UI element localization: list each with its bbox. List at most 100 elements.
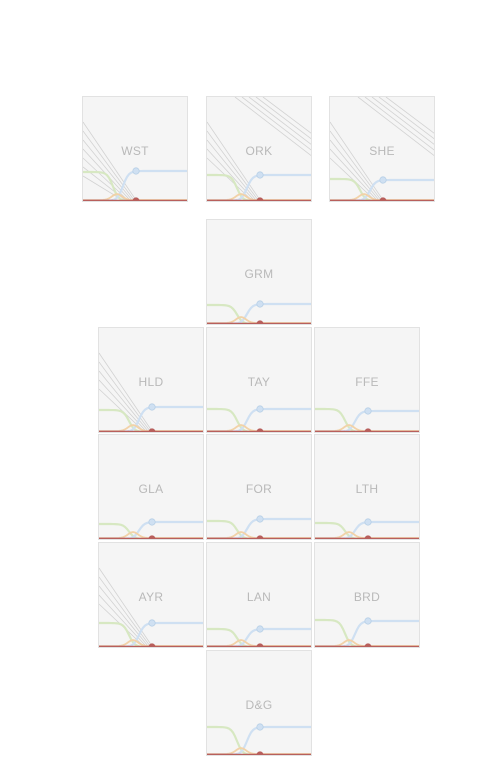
blue-marker: [364, 617, 372, 625]
hatch-line: [83, 139, 134, 201]
series-green-line: [99, 621, 203, 647]
tile-for[interactable]: FOR: [206, 434, 312, 540]
tile-label: GLA: [138, 482, 164, 496]
hatch-line: [99, 361, 152, 432]
tile-label: LAN: [246, 590, 272, 604]
red-marker: [148, 535, 156, 539]
hatch-line: [99, 585, 150, 647]
tile-chart: [207, 405, 311, 432]
hatch-line: [83, 130, 136, 201]
red-marker: [256, 535, 264, 539]
tile-ork[interactable]: ORK: [206, 96, 312, 202]
red-marker: [256, 428, 264, 432]
tile-grm[interactable]: GRM: [206, 219, 312, 325]
blue-marker: [148, 403, 156, 411]
hatch-lines: [83, 121, 138, 201]
hatch-line: [248, 97, 311, 145]
tile-label: SHE: [369, 144, 395, 158]
blue-marker: [379, 176, 387, 184]
red-marker: [256, 751, 264, 755]
tile-wst[interactable]: WST: [82, 96, 188, 202]
tile-lan[interactable]: LAN: [206, 542, 312, 648]
hatch-line: [99, 379, 148, 432]
series-green-line: [207, 173, 311, 201]
tile-chart: [207, 97, 311, 201]
hatch-line: [207, 121, 262, 201]
hatch-line: [83, 157, 130, 201]
blue-marker: [256, 515, 264, 523]
tile-chart: [99, 352, 203, 432]
tile-label: LTH: [355, 482, 379, 496]
hatch-line: [241, 97, 311, 151]
tile-chart: [207, 300, 311, 324]
tile-label: TAY: [247, 375, 271, 389]
hatch-line: [357, 97, 434, 156]
hatch-line: [99, 370, 150, 432]
tile-label: D&G: [245, 698, 273, 712]
tile-lth[interactable]: LTH: [314, 434, 420, 540]
hatch-line: [83, 121, 138, 201]
hatch-lines: [99, 352, 154, 432]
red-marker: [256, 643, 264, 647]
blue-marker: [148, 518, 156, 526]
series-green-line: [207, 725, 311, 755]
series-blue-line: [315, 619, 419, 647]
blue-marker: [364, 518, 372, 526]
tile-label: WST: [121, 144, 149, 158]
tile-chart: [99, 518, 203, 539]
tile-label: BRD: [353, 590, 381, 604]
hatch-line: [330, 148, 379, 201]
red-marker: [132, 197, 140, 201]
red-marker: [256, 197, 264, 201]
hatch-line: [330, 139, 381, 201]
tile-she[interactable]: SHE: [329, 96, 435, 202]
series-green-line: [83, 170, 187, 201]
tile-tay[interactable]: TAY: [206, 327, 312, 433]
hatch-line: [207, 148, 256, 201]
hatch-line: [99, 576, 152, 647]
blue-marker: [364, 407, 372, 415]
red-marker: [364, 535, 372, 539]
hatch-line: [255, 97, 311, 140]
series-blue-line: [99, 621, 203, 647]
hatch-line: [207, 139, 258, 201]
red-marker: [364, 643, 372, 647]
tile-label: FFE: [355, 375, 379, 389]
red-marker: [379, 197, 387, 201]
tile-ffe[interactable]: FFE: [314, 327, 420, 433]
hatch-lines: [207, 97, 311, 201]
blue-marker: [148, 619, 156, 627]
tile-label: AYR: [138, 590, 164, 604]
tile-hld[interactable]: HLD: [98, 327, 204, 433]
tile-brd[interactable]: BRD: [314, 542, 420, 648]
tile-ayr[interactable]: AYR: [98, 542, 204, 648]
tile-dandg[interactable]: D&G: [206, 650, 312, 756]
tile-label: HLD: [138, 375, 164, 389]
tile-chart: [83, 121, 187, 201]
hatch-line: [385, 97, 434, 134]
hatch-line: [330, 121, 385, 201]
hatch-line: [207, 130, 260, 201]
hatch-line: [330, 130, 383, 201]
hatch-line: [364, 97, 434, 151]
tile-gla[interactable]: GLA: [98, 434, 204, 540]
hatch-line: [371, 97, 434, 145]
tile-label: ORK: [245, 144, 273, 158]
hatch-line: [378, 97, 434, 140]
tile-chart: [99, 567, 203, 647]
red-marker: [148, 428, 156, 432]
tile-label: FOR: [245, 482, 273, 496]
blue-marker: [132, 167, 140, 175]
hatch-line: [99, 352, 154, 432]
tile-chart: [315, 407, 419, 432]
hatch-line: [99, 594, 148, 647]
tile-chart: [207, 723, 311, 755]
blue-marker: [256, 300, 264, 308]
hatch-line: [262, 97, 311, 134]
tile-chart: [330, 97, 434, 201]
blue-marker: [256, 625, 264, 633]
hatch-line: [207, 157, 254, 201]
blue-marker: [256, 171, 264, 179]
hatch-line: [99, 567, 154, 647]
